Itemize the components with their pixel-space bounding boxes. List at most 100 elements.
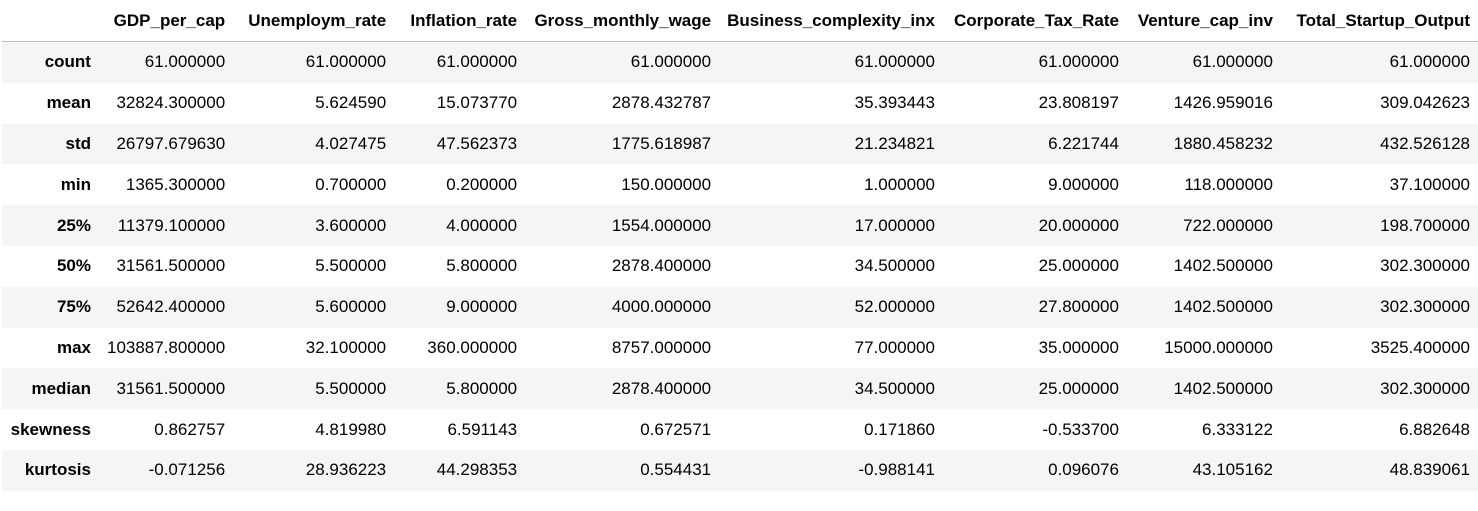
row-label: max [56,337,91,357]
table-cell: 52.000000 [854,297,935,317]
table-cell: 1775.618987 [611,133,712,153]
table-row: 75% 52642.400000 5.600000 9.000000 4000.0000… [2,286,1478,328]
table-cell: 3.600000 [315,215,387,235]
row-label: 25% [56,215,91,235]
column-header-total-startup-output: Total_Startup_Output [1280,0,1478,42]
table-cell: 0.862757 [154,419,226,439]
table-cell: 9.000000 [1048,174,1119,194]
row-label: 50% [56,256,91,276]
table-header: GDP_per_cap Unemploym_rate Inflation_rat… [2,0,1478,42]
table-cell: 4000.000000 [611,297,712,317]
table-cell: 722.000000 [1183,215,1273,235]
table-row: std 26797.679630 4.027475 47.562373 1775.618… [2,123,1478,165]
table-cell: 8757.000000 [611,337,712,357]
column-header-gdp-per-cap: GDP_per_cap [98,0,234,42]
table-cell: 6.882648 [1399,419,1470,439]
table-row: 50% 31561.500000 5.500000 5.800000 2878.4000… [2,245,1478,287]
table-cell: 61.000000 [630,52,712,72]
table-cell: 17.000000 [854,215,935,235]
table-cell: 48.839061 [1389,460,1470,480]
column-header-business-complexity-inx: Business_complexity_inx [719,0,943,42]
table-cell: 4.027475 [315,133,387,153]
table-row: max 103887.800000 32.100000 360.000000 8757.… [2,327,1478,369]
table-cell: 61.000000 [144,52,226,72]
table-cell: 15.073770 [436,93,518,113]
table-cell: 32.100000 [305,337,387,357]
column-header-gross-monthly-wage: Gross_monthly_wage [525,0,720,42]
row-label: 75% [56,297,91,317]
table-cell: 432.526128 [1380,133,1470,153]
table-cell: 35.393443 [854,93,935,113]
table-cell: 1402.500000 [1173,256,1273,276]
table-cell: 0.096076 [1048,460,1119,480]
column-header-unemploym-rate: Unemploym_rate [233,0,395,42]
table-cell: 61.000000 [1038,52,1119,72]
table-cell: 43.105162 [1192,460,1273,480]
table-cell: 0.672571 [640,419,712,439]
table-cell: 5.500000 [315,256,387,276]
column-header-inflation-rate: Inflation_rate [394,0,526,42]
table-cell: 1402.500000 [1173,297,1273,317]
table-cell: 2878.400000 [611,256,712,276]
row-label: median [31,378,91,398]
row-label: skewness [10,419,91,439]
table-cell: 1.000000 [864,174,935,194]
table-cell: 6.221744 [1048,133,1119,153]
column-header-venture-cap-inv: Venture_cap_inv [1126,0,1281,42]
table-cell: 302.300000 [1380,256,1470,276]
row-label: kurtosis [24,460,91,480]
table-cell: 5.800000 [446,256,518,276]
table-cell: 32824.300000 [116,93,226,113]
table-cell: 61.000000 [1389,52,1470,72]
table-cell: 28.936223 [305,460,387,480]
table-cell: 47.562373 [436,133,518,153]
table-cell: 5.600000 [315,297,387,317]
table-cell: 61.000000 [305,52,387,72]
table-cell: 6.333122 [1202,419,1273,439]
table-cell: 360.000000 [427,337,518,357]
table-cell: -0.071256 [148,460,226,480]
table-row: count 61.000000 61.000000 61.000000 61.00000… [2,41,1478,83]
row-label: mean [46,93,91,113]
table-cell: 103887.800000 [106,337,226,357]
table-cell: 150.000000 [621,174,712,194]
table-row: 25% 11379.100000 3.600000 4.000000 1554.0000… [2,205,1478,246]
table-cell: 3525.400000 [1370,337,1470,357]
table-cell: 20.000000 [1038,215,1119,235]
table-cell: 0.700000 [315,174,387,194]
table-cell: 1402.500000 [1173,378,1273,398]
table-cell: 34.500000 [854,378,935,398]
table-cell: -0.988141 [858,460,935,480]
table-cell: 1426.959016 [1173,93,1273,113]
table-cell: 34.500000 [854,256,935,276]
table-cell: 9.000000 [446,297,518,317]
table-cell: 1365.300000 [125,174,226,194]
table-cell: 198.700000 [1380,215,1470,235]
table-cell: 6.591143 [447,419,518,439]
table-row: mean 32824.300000 5.624590 15.073770 2878.43… [2,82,1478,124]
table-cell: 5.800000 [446,378,518,398]
table-cell: 2878.400000 [611,378,712,398]
table-row: min 1365.300000 0.700000 0.200000 150.000000… [2,164,1478,206]
table-cell: 52642.400000 [116,297,226,317]
table-cell: 5.624590 [315,93,387,113]
table-cell: 0.554431 [640,460,712,480]
table-cell: 61.000000 [854,52,935,72]
table-cell: 4.819980 [315,419,387,439]
row-label: min [60,174,91,194]
table-cell: 27.800000 [1038,297,1119,317]
dataframe-output: GDP_per_cap Unemploym_rate Inflation_rat… [2,0,1478,491]
table-cell: 5.500000 [315,378,387,398]
table-cell: 44.298353 [436,460,518,480]
table-cell: 25.000000 [1038,378,1119,398]
table-cell: 21.234821 [854,133,935,153]
index-header [2,0,99,42]
table-cell: 26797.679630 [116,133,226,153]
table-cell: 0.200000 [446,174,518,194]
table-cell: -0.533700 [1042,419,1119,439]
table-cell: 302.300000 [1380,378,1470,398]
column-header-corporate-tax-rate: Corporate_Tax_Rate [942,0,1127,42]
table-row: median 31561.500000 5.500000 5.800000 2878.4… [2,368,1478,410]
table-cell: 35.000000 [1038,337,1119,357]
table-cell: 37.100000 [1389,174,1470,194]
